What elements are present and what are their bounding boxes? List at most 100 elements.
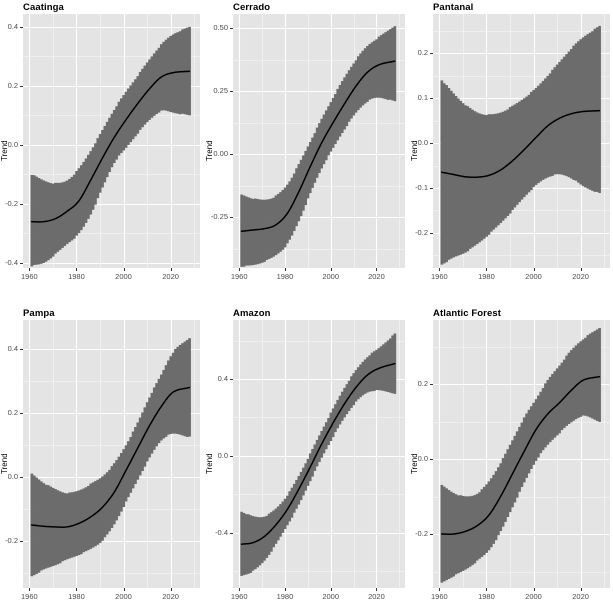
x-tick-mark — [486, 268, 488, 271]
x-tick-label: 1980 — [68, 592, 85, 601]
y-tick-label: 0.50 — [213, 23, 228, 33]
y-tick-label: 0.2 — [417, 48, 428, 58]
facet-caatinga: Caatinga Trend 0.4 0.2 0.0 -0.2 -0.4 1960 1980 20… — [0, 0, 205, 294]
y-tick-label: 0.00 — [213, 149, 228, 159]
y-tick-label: 0.0 — [7, 472, 18, 482]
x-tick-mark — [29, 268, 31, 271]
facet-title: Pampa — [23, 308, 55, 319]
x-tick-mark — [239, 588, 241, 591]
y-tick-mark — [430, 98, 433, 100]
x-tick-mark — [439, 268, 441, 271]
x-tick-label: 1960 — [230, 592, 248, 601]
facet-amazon: Amazon Trend 0.4 0.0 -0.4 1960 1980 2000 2020 — [205, 294, 410, 602]
x-tick-label: 2020 — [572, 592, 589, 601]
x-tick-label: 1980 — [68, 272, 85, 281]
y-tick-mark — [430, 53, 433, 55]
y-tick-label: -0.4 — [5, 257, 18, 267]
y-tick-label: 0.0 — [417, 454, 428, 464]
x-tick-mark — [170, 588, 172, 591]
x-tick-label: 2000 — [115, 592, 132, 601]
y-tick-label: -0.2 — [415, 227, 428, 237]
x-tick-mark — [123, 268, 125, 271]
y-tick-label: -0.4 — [215, 527, 228, 537]
x-tick-label: 2020 — [368, 592, 385, 601]
facet-pantanal: Pantanal Trend 0.2 0.1 0.0 -0.1 -0.2 1960 1980 20… — [410, 0, 613, 294]
plot-panel — [23, 320, 200, 588]
y-tick-mark — [230, 378, 233, 380]
y-tick-mark — [20, 85, 23, 87]
x-tick-mark — [330, 588, 332, 591]
y-tick-label: 0.1 — [417, 93, 428, 103]
plot-panel — [233, 14, 405, 268]
y-tick-mark — [20, 26, 23, 28]
x-tick-mark — [123, 588, 125, 591]
x-tick-label: 1980 — [478, 592, 495, 601]
y-tick-mark — [430, 384, 433, 386]
y-tick-mark — [20, 413, 23, 415]
x-tick-label: 1960 — [431, 592, 448, 601]
x-tick-mark — [29, 588, 31, 591]
y-tick-mark — [230, 217, 233, 219]
x-tick-label: 2020 — [162, 272, 179, 281]
x-tick-mark — [330, 268, 332, 271]
y-tick-mark — [230, 91, 233, 93]
y-tick-mark — [20, 203, 23, 205]
x-tick-label: 2000 — [525, 272, 542, 281]
x-tick-mark — [533, 268, 535, 271]
y-tick-label: 0.2 — [7, 80, 18, 90]
y-tick-mark — [230, 532, 233, 534]
y-tick-label: 0.2 — [417, 379, 428, 389]
x-tick-label: 2000 — [115, 272, 132, 281]
plot-panel — [433, 320, 610, 588]
x-tick-mark — [580, 268, 582, 271]
x-tick-label: 1980 — [478, 272, 495, 281]
trend-plot-canvas — [233, 320, 405, 588]
y-tick-mark — [430, 232, 433, 234]
y-axis-label: Trend — [0, 453, 9, 474]
y-tick-label: 0.4 — [7, 21, 18, 31]
y-tick-mark — [20, 144, 23, 146]
y-tick-mark — [20, 540, 23, 542]
y-tick-mark — [230, 455, 233, 457]
x-tick-mark — [284, 268, 286, 271]
facet-title: Cerrado — [233, 2, 271, 13]
y-tick-mark — [430, 534, 433, 536]
x-tick-label: 2020 — [162, 592, 179, 601]
y-tick-label: -0.1 — [415, 182, 428, 192]
x-tick-mark — [486, 588, 488, 591]
facet-title: Pantanal — [433, 2, 474, 13]
x-tick-label: 1960 — [230, 272, 248, 281]
plot-panel — [433, 14, 610, 268]
facet-title: Amazon — [233, 308, 271, 319]
y-tick-mark — [430, 187, 433, 189]
y-tick-label: 0.0 — [217, 450, 228, 460]
x-tick-label: 2020 — [572, 272, 589, 281]
x-tick-mark — [170, 268, 172, 271]
y-tick-label: 0.0 — [7, 139, 18, 149]
trend-plot-canvas — [23, 320, 200, 588]
x-tick-label: 2000 — [322, 272, 339, 281]
facet-atlantic-forest: Atlantic Forest Trend 0.2 0.0 -0.2 1960 1980 20… — [410, 294, 613, 602]
y-tick-label: 0.4 — [7, 344, 18, 354]
y-tick-mark — [430, 143, 433, 145]
x-tick-mark — [376, 268, 378, 271]
y-tick-label: 0.0 — [417, 138, 428, 148]
trend-plot-canvas — [23, 14, 200, 268]
x-tick-label: 1960 — [21, 592, 38, 601]
y-tick-label: -0.2 — [5, 198, 18, 208]
facet-pampa: Pampa Trend 0.4 0.2 0.0 -0.2 1960 1980 2000 2020 — [0, 294, 205, 602]
x-tick-label: 2000 — [322, 592, 339, 601]
x-tick-label: 1960 — [21, 272, 38, 281]
y-tick-label: -0.2 — [5, 535, 18, 545]
x-tick-label: 1980 — [276, 272, 294, 281]
y-tick-label: 0.25 — [213, 86, 228, 96]
trend-plot-canvas — [433, 14, 610, 268]
y-tick-label: 0.4 — [217, 373, 228, 383]
x-tick-label: 1960 — [431, 272, 448, 281]
plot-panel — [23, 14, 200, 268]
x-tick-mark — [580, 588, 582, 591]
facet-title: Atlantic Forest — [433, 308, 502, 319]
y-tick-mark — [20, 262, 23, 264]
y-tick-mark — [230, 154, 233, 156]
